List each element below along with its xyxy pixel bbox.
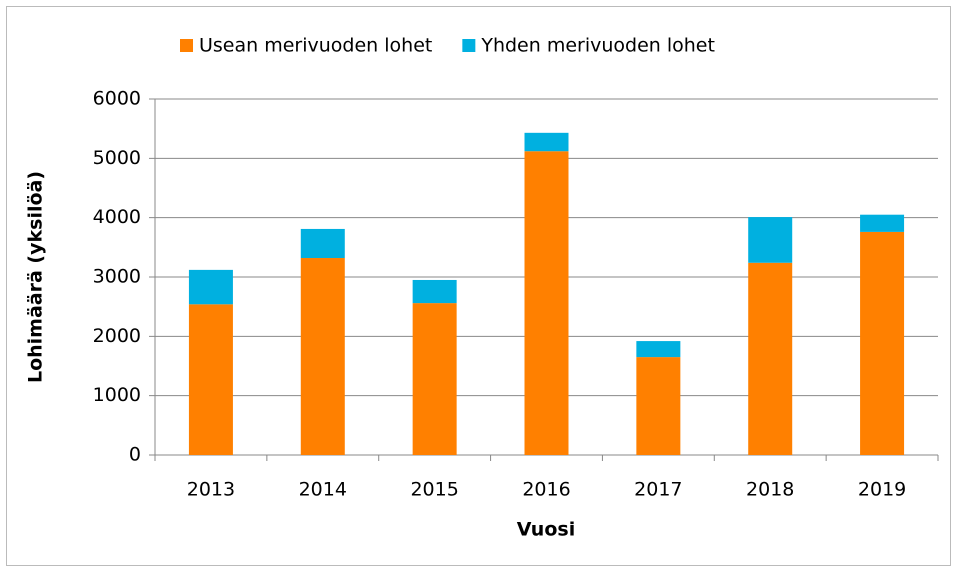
y-tick-label: 1000 (93, 384, 141, 406)
y-tick-label: 2000 (93, 325, 141, 347)
legend-swatch (462, 39, 476, 52)
x-tick-label: 2014 (299, 479, 347, 501)
y-tick-label: 5000 (93, 147, 141, 169)
bar-segment (188, 269, 233, 305)
chart-border (6, 6, 951, 566)
bar-segment (524, 132, 569, 152)
legend-label: Yhden merivuoden lohet (480, 35, 715, 57)
legend-swatch (180, 39, 193, 52)
bar-segment (188, 304, 233, 455)
x-tick-label: 2017 (634, 479, 682, 501)
x-tick-label: 2015 (410, 479, 458, 501)
bar-segment (860, 214, 905, 232)
bar-segment (300, 228, 345, 259)
y-tick-label: 0 (129, 444, 141, 466)
x-tick-label: 2019 (858, 479, 906, 501)
bar-segment (412, 303, 457, 455)
y-tick-label: 4000 (93, 206, 141, 228)
bar-segment (748, 217, 793, 263)
x-axis-title: Vuosi (517, 519, 575, 541)
y-tick-label: 6000 (93, 88, 141, 110)
x-tick-label: 2018 (746, 479, 794, 501)
bar-segment (412, 279, 457, 304)
bar-segment (636, 341, 681, 358)
legend-label: Usean merivuoden lohet (199, 35, 432, 57)
x-tick-label: 2016 (522, 479, 570, 501)
y-tick-label: 3000 (93, 266, 141, 288)
bar-segment (748, 262, 793, 455)
bar-segment (300, 258, 345, 455)
y-axis-title: Lohimäärä (yksilöä) (25, 171, 47, 383)
x-tick-label: 2013 (187, 479, 235, 501)
bar-segment (636, 357, 681, 455)
bar-segment (524, 151, 569, 456)
bar-segment (860, 231, 905, 455)
